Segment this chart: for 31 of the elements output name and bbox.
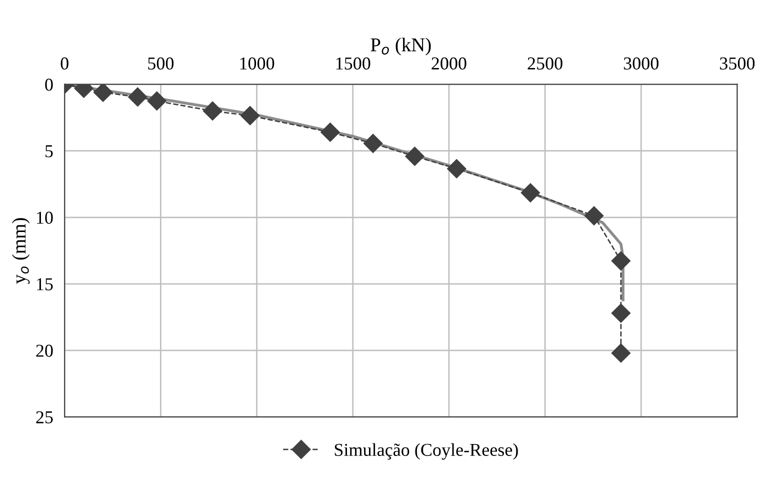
point — [240, 106, 260, 126]
legend-label: Simulação (Coyle-Reese) — [334, 443, 518, 460]
x-tick-label: 2500 — [528, 57, 562, 70]
x-tick-label: 500 — [148, 57, 174, 70]
y-tick-label: 10 — [37, 212, 53, 224]
point — [520, 183, 540, 202]
point — [611, 344, 630, 363]
point — [94, 84, 113, 102]
y-tick-label: 25 — [36, 411, 53, 424]
y-tick-label: 15 — [37, 278, 53, 290]
point — [364, 134, 383, 153]
x-tick-label: 0 — [60, 57, 68, 70]
x-tick-label: 3000 — [624, 57, 658, 70]
point — [128, 87, 148, 107]
point — [447, 159, 466, 178]
point — [584, 206, 604, 226]
y-tick-label: 0 — [45, 78, 53, 91]
x-tick-label: 1500 — [336, 57, 370, 70]
x-axis-title: P$_{o}$ (kN) — [370, 38, 431, 56]
point — [320, 122, 340, 142]
point — [611, 304, 630, 323]
x-tick-label: 2000 — [432, 57, 466, 70]
point — [203, 101, 222, 120]
x-tick-label: 3500 — [720, 57, 755, 70]
x-tick-label: 1000 — [240, 57, 274, 70]
y-axis-title: y$_{o}$ (mm) — [12, 218, 30, 284]
y-tick-label: 5 — [46, 145, 53, 158]
y-tick-label: 20 — [36, 344, 53, 357]
point — [405, 146, 424, 166]
point — [147, 91, 166, 111]
point — [611, 251, 630, 270]
